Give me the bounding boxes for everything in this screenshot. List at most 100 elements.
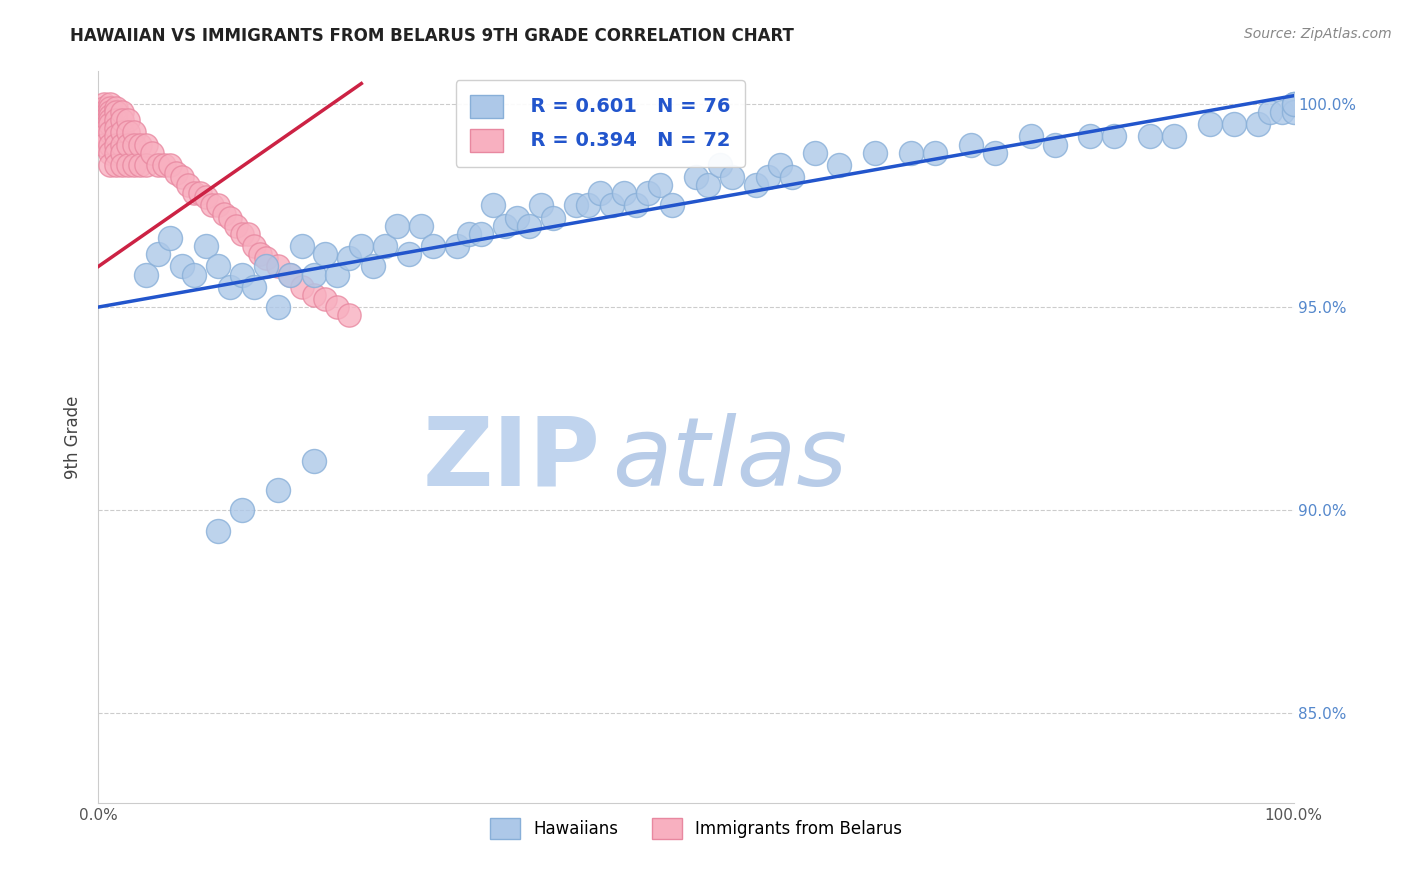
Point: [243, 239, 266, 253]
Point: [302, 454, 325, 468]
Point: [721, 169, 744, 184]
Point: [98, 113, 122, 128]
Point: [93, 101, 115, 115]
Point: [1080, 129, 1102, 144]
Point: [111, 125, 134, 139]
Point: [685, 169, 707, 184]
Point: [1282, 96, 1305, 111]
Point: [111, 145, 134, 160]
Point: [1199, 117, 1222, 131]
Point: [243, 279, 266, 293]
Point: [93, 117, 115, 131]
Point: [148, 158, 170, 172]
Point: [207, 524, 229, 538]
Point: [111, 113, 134, 128]
Point: [411, 219, 433, 233]
Point: [506, 211, 529, 225]
Point: [470, 227, 492, 241]
Point: [291, 279, 314, 293]
Point: [141, 145, 163, 160]
Point: [124, 137, 146, 152]
Point: [148, 247, 170, 261]
Point: [1247, 117, 1270, 131]
Point: [578, 198, 600, 212]
Point: [350, 239, 373, 253]
Text: ZIP: ZIP: [422, 412, 600, 506]
Point: [195, 190, 218, 204]
Point: [984, 145, 1007, 160]
Text: atlas: atlas: [613, 412, 848, 506]
Point: [278, 268, 301, 282]
Point: [129, 158, 152, 172]
Point: [637, 186, 659, 201]
Point: [172, 260, 194, 274]
Point: [517, 219, 540, 233]
Point: [291, 239, 314, 253]
Point: [177, 178, 200, 193]
Point: [267, 260, 290, 274]
Point: [1258, 105, 1281, 120]
Point: [98, 145, 122, 160]
Point: [159, 158, 181, 172]
Point: [278, 268, 301, 282]
Point: [541, 211, 564, 225]
Point: [93, 105, 115, 120]
Point: [201, 198, 224, 212]
Point: [98, 137, 122, 152]
Point: [697, 178, 720, 193]
Point: [159, 231, 181, 245]
Point: [105, 158, 128, 172]
Point: [1282, 105, 1305, 120]
Point: [124, 158, 146, 172]
Point: [98, 125, 122, 139]
Point: [1139, 129, 1161, 144]
Point: [98, 101, 122, 115]
Point: [254, 252, 277, 266]
Point: [231, 503, 253, 517]
Point: [105, 121, 128, 136]
Point: [709, 158, 731, 172]
Point: [302, 268, 325, 282]
Point: [105, 137, 128, 152]
Point: [339, 252, 361, 266]
Point: [1019, 129, 1042, 144]
Point: [249, 247, 271, 261]
Point: [302, 288, 325, 302]
Point: [111, 105, 134, 120]
Point: [117, 113, 139, 128]
Point: [183, 268, 205, 282]
Point: [93, 121, 115, 136]
Point: [648, 178, 672, 193]
Point: [165, 166, 187, 180]
Point: [1104, 129, 1126, 144]
Point: [589, 186, 612, 201]
Point: [105, 101, 128, 115]
Point: [207, 260, 229, 274]
Point: [900, 145, 922, 160]
Point: [105, 105, 128, 120]
Point: [93, 109, 115, 123]
Point: [494, 219, 516, 233]
Point: [188, 186, 211, 201]
Point: [225, 219, 247, 233]
Point: [219, 279, 242, 293]
Point: [374, 239, 396, 253]
Point: [363, 260, 385, 274]
Point: [398, 247, 420, 261]
Point: [565, 198, 588, 212]
Point: [117, 125, 139, 139]
Y-axis label: 9th Grade: 9th Grade: [65, 395, 83, 479]
Legend: Hawaiians, Immigrants from Belarus: Hawaiians, Immigrants from Belarus: [484, 811, 908, 846]
Point: [135, 268, 157, 282]
Point: [602, 198, 624, 212]
Point: [93, 129, 115, 144]
Point: [195, 239, 218, 253]
Point: [105, 129, 128, 144]
Point: [267, 300, 290, 314]
Point: [422, 239, 444, 253]
Point: [117, 158, 139, 172]
Point: [172, 169, 194, 184]
Point: [865, 145, 887, 160]
Point: [153, 158, 176, 172]
Point: [93, 137, 115, 152]
